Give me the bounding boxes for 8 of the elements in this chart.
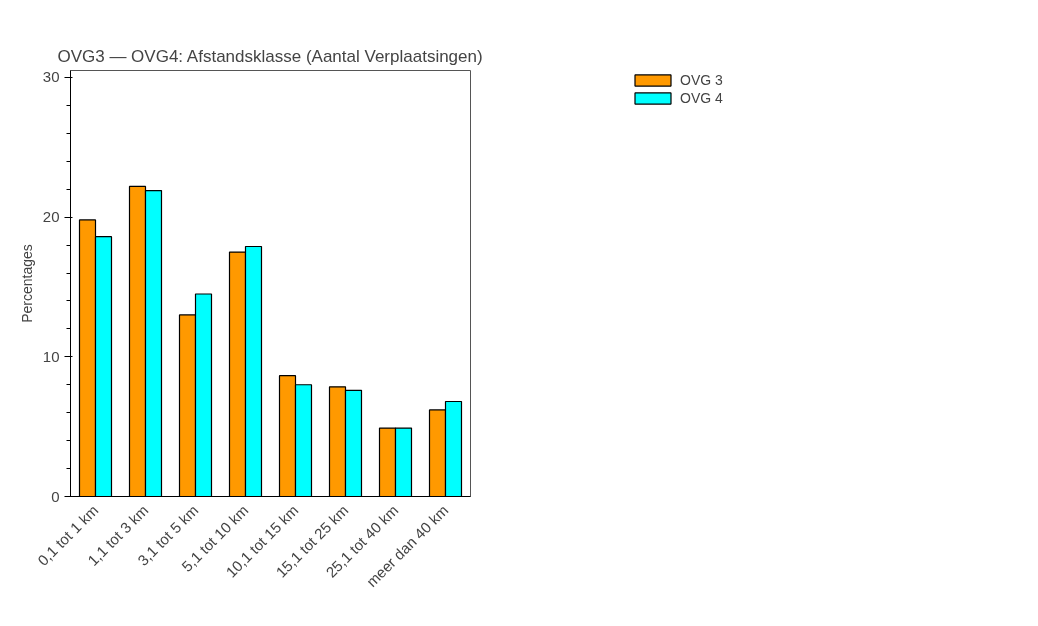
legend-label: OVG 4	[680, 90, 723, 106]
y-tick-label: 10	[42, 347, 60, 365]
y-tick-label: 0	[51, 487, 60, 505]
y-axis-title: Percentages	[18, 244, 35, 323]
y-tick-label: 30	[42, 68, 60, 86]
chart-title: OVG3 — OVG4: Afstandsklasse (Aantal Verplaatsingen)	[57, 46, 483, 66]
legend-label: OVG 3	[680, 72, 723, 88]
y-tick-label: 20	[42, 208, 60, 226]
